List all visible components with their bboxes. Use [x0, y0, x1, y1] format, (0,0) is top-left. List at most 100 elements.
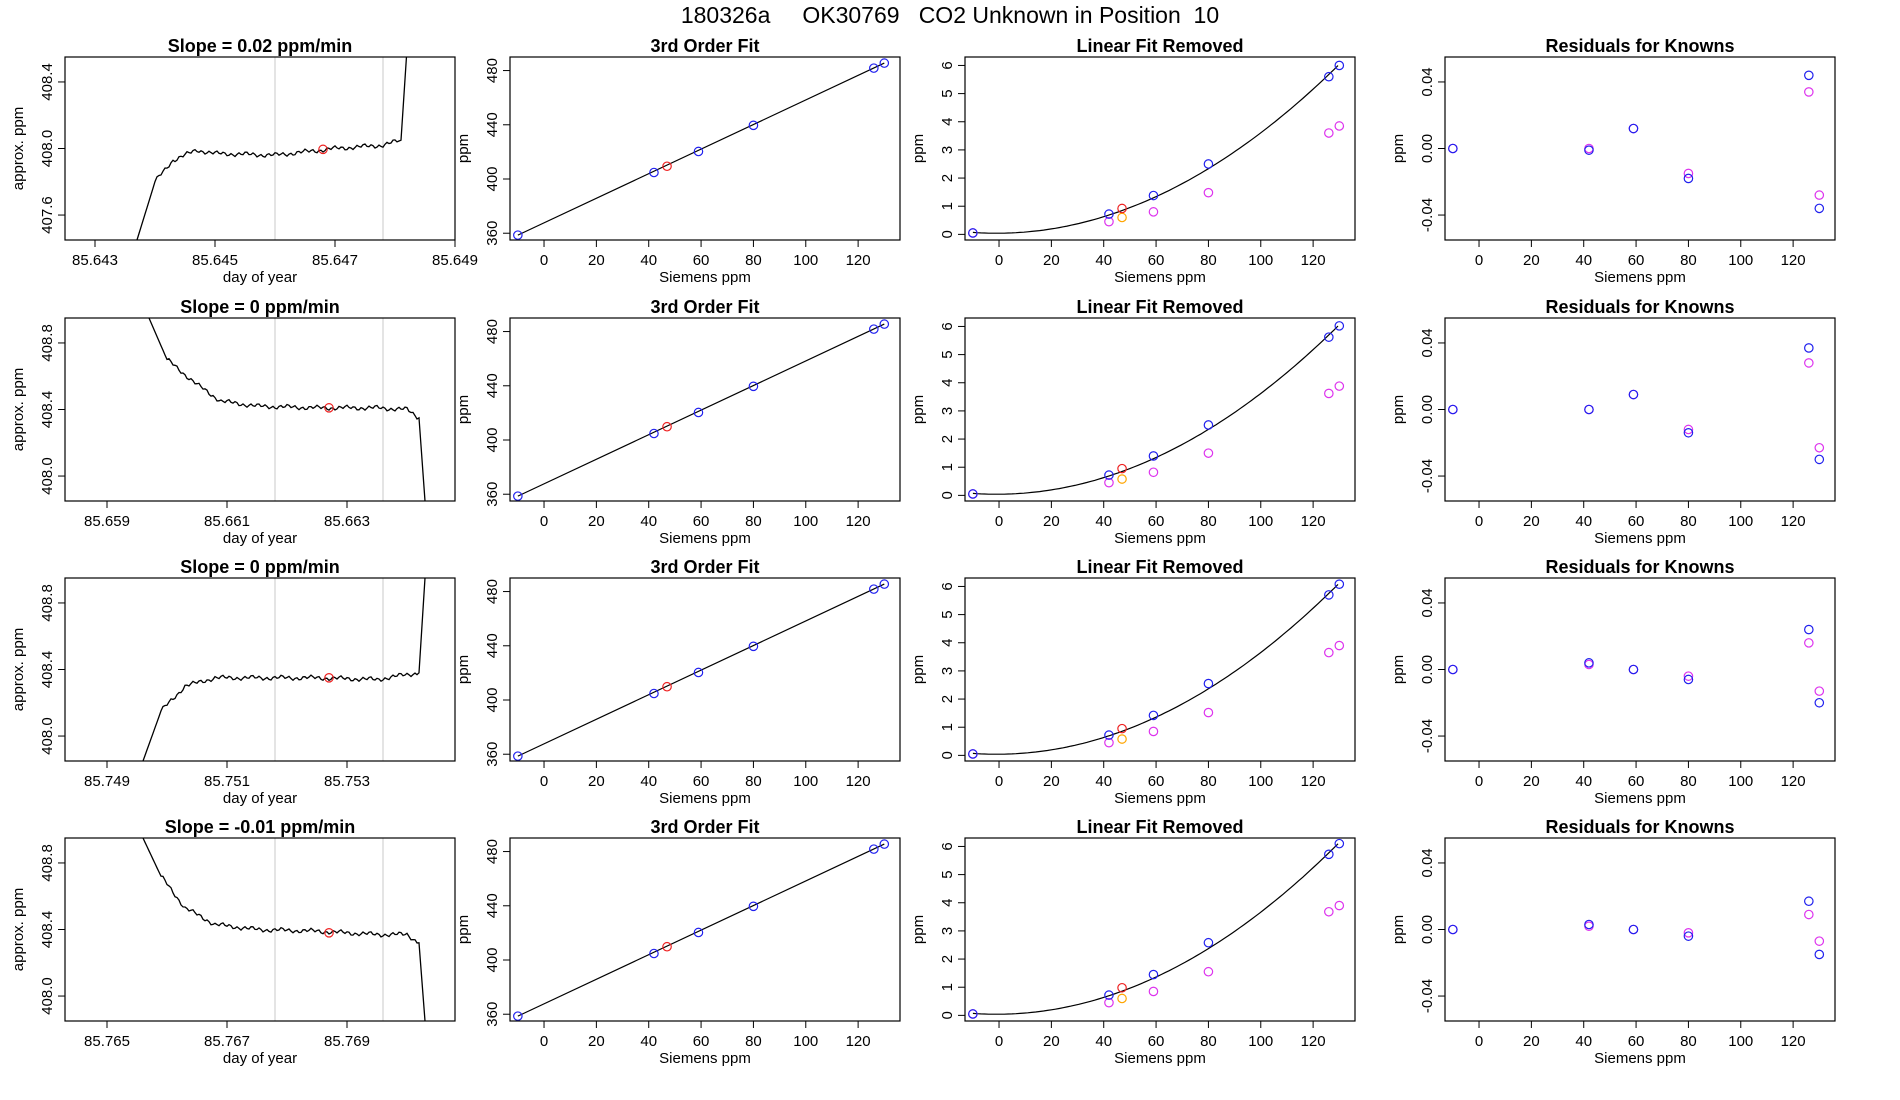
- y-axis-label: ppm: [1390, 134, 1407, 163]
- y-tick-label: 0.00: [1419, 915, 1436, 944]
- data-point-blue: [1203, 159, 1214, 169]
- x-tick-label: 0: [1475, 252, 1483, 269]
- data-point-orange: [1117, 474, 1127, 484]
- y-tick-label: 2: [939, 955, 956, 963]
- x-tick-label: 100: [1728, 773, 1753, 790]
- x-tick-label: 100: [1248, 773, 1273, 790]
- data-point-blue: [693, 927, 704, 938]
- x-tick-label: 120: [846, 252, 871, 269]
- figure-title: 180326a OK30769 CO2 Unknown in Position …: [680, 2, 1220, 28]
- y-axis-label: approx. ppm: [10, 628, 27, 711]
- y-tick-label: 0.04: [1419, 848, 1436, 877]
- plot-data: [1448, 70, 1825, 214]
- fit-curve: [972, 65, 1339, 234]
- data-point-magenta: [1203, 966, 1214, 977]
- x-tick-label: 100: [1248, 1033, 1273, 1050]
- y-tick-label: 360: [484, 221, 501, 246]
- y-axis-label: ppm: [455, 655, 472, 684]
- fit-line: [517, 843, 885, 1017]
- y-axis-label: ppm: [1390, 655, 1407, 684]
- data-point-orange: [1117, 734, 1127, 744]
- x-tick-label: 20: [1043, 513, 1060, 530]
- x-tick-label: 0: [1475, 1033, 1483, 1050]
- x-tick-label: 40: [640, 1033, 657, 1050]
- x-tick-label: 100: [1248, 513, 1273, 530]
- mean-point: [318, 144, 328, 155]
- x-tick-label: 120: [1301, 773, 1326, 790]
- plot-frame: [509, 837, 901, 1022]
- data-point-blue: [649, 167, 659, 178]
- data-point-blue: [1628, 924, 1639, 935]
- data-point-blue: [1334, 321, 1345, 331]
- x-tick-label: 80: [745, 252, 762, 269]
- x-tick-label: 60: [693, 1033, 710, 1050]
- y-tick-label: 408.0: [39, 130, 56, 168]
- x-tick-label: 80: [1680, 513, 1697, 530]
- panel-title: 3rd Order Fit: [650, 36, 759, 56]
- data-point-blue: [879, 58, 890, 68]
- data-point-magenta: [1104, 737, 1114, 748]
- y-tick-label: 400: [484, 947, 501, 972]
- y-tick-label: 480: [484, 579, 501, 604]
- y-tick-label: 408.8: [39, 584, 56, 622]
- plot-frame: [1444, 837, 1836, 1022]
- data-point-red: [662, 161, 672, 172]
- data-point-magenta: [1683, 424, 1694, 435]
- x-tick-label: 100: [1728, 1033, 1753, 1050]
- x-tick-label: 20: [588, 1033, 605, 1050]
- data-point-blue: [748, 381, 759, 392]
- x-axis-label: Siemens ppm: [1114, 1050, 1206, 1067]
- data-point-blue: [1148, 451, 1159, 461]
- x-tick-label: 20: [588, 252, 605, 269]
- x-tick-label: 85.647: [312, 252, 358, 269]
- data-point-blue: [1683, 173, 1694, 184]
- panel-r2-c4: Residuals for Knowns 0 20 40 60 80 100 120 -0.04…: [1390, 297, 1836, 547]
- panel-title: Linear Fit Removed: [1076, 36, 1243, 56]
- data-point-blue: [1814, 949, 1825, 960]
- plot-frame: [1444, 577, 1836, 762]
- data-point-blue: [1683, 427, 1694, 438]
- x-axis-label: day of year: [223, 790, 297, 807]
- x-axis-label: Siemens ppm: [1594, 790, 1686, 807]
- data-point-blue: [968, 228, 978, 238]
- x-tick-label: 80: [1200, 773, 1217, 790]
- x-tick-label: 0: [540, 252, 548, 269]
- x-tick-label: 20: [1523, 252, 1540, 269]
- x-tick-label: 80: [1680, 773, 1697, 790]
- x-tick-label: 60: [1148, 513, 1165, 530]
- panel-title: Residuals for Knowns: [1545, 817, 1734, 837]
- x-axis-label: Siemens ppm: [1114, 530, 1206, 547]
- data-point-blue: [748, 120, 759, 131]
- data-point-magenta: [1324, 647, 1334, 658]
- panel-r4-c2: 3rd Order Fit 0 20 40 60 80 100 120 360 400 440 480…: [455, 817, 901, 1067]
- x-tick-label: 40: [640, 513, 657, 530]
- x-axis-label: Siemens ppm: [659, 790, 751, 807]
- trace-line: [148, 318, 426, 501]
- x-tick-label: 60: [1148, 773, 1165, 790]
- x-tick-label: 0: [995, 513, 1003, 530]
- x-tick-label: 120: [1781, 773, 1806, 790]
- panel-r3-c3: Linear Fit Removed 0 20 40 60 80 100 120 0 1 2 3 4 5 6…: [910, 557, 1356, 807]
- y-tick-label: 440: [484, 893, 501, 918]
- data-point-blue: [1148, 190, 1159, 201]
- x-tick-label: 40: [640, 252, 657, 269]
- x-tick-label: 80: [1680, 1033, 1697, 1050]
- x-tick-label: 85.643: [72, 252, 118, 269]
- data-point-blue: [1683, 931, 1694, 941]
- x-tick-label: 60: [1628, 1033, 1645, 1050]
- y-tick-label: 3: [939, 146, 956, 154]
- data-point-blue: [693, 146, 704, 157]
- x-axis-label: day of year: [223, 530, 297, 547]
- panel-r3-c2: 3rd Order Fit 0 20 40 60 80 100 120 360 400 440 480…: [455, 557, 901, 807]
- panel-r4-c1: Slope = -0.01 ppm/min 85.765 85.767 85.769 4…: [10, 817, 456, 1067]
- y-tick-label: 360: [484, 482, 501, 507]
- data-point-blue: [879, 839, 890, 849]
- trace-line: [142, 578, 426, 761]
- y-tick-label: 0: [939, 230, 956, 238]
- data-point-blue: [1148, 710, 1159, 721]
- plot-data: [136, 57, 408, 240]
- data-point-magenta: [1203, 187, 1214, 198]
- data-point-blue: [1628, 389, 1639, 400]
- x-tick-label: 60: [1148, 1033, 1165, 1050]
- x-tick-label: 85.661: [204, 513, 250, 530]
